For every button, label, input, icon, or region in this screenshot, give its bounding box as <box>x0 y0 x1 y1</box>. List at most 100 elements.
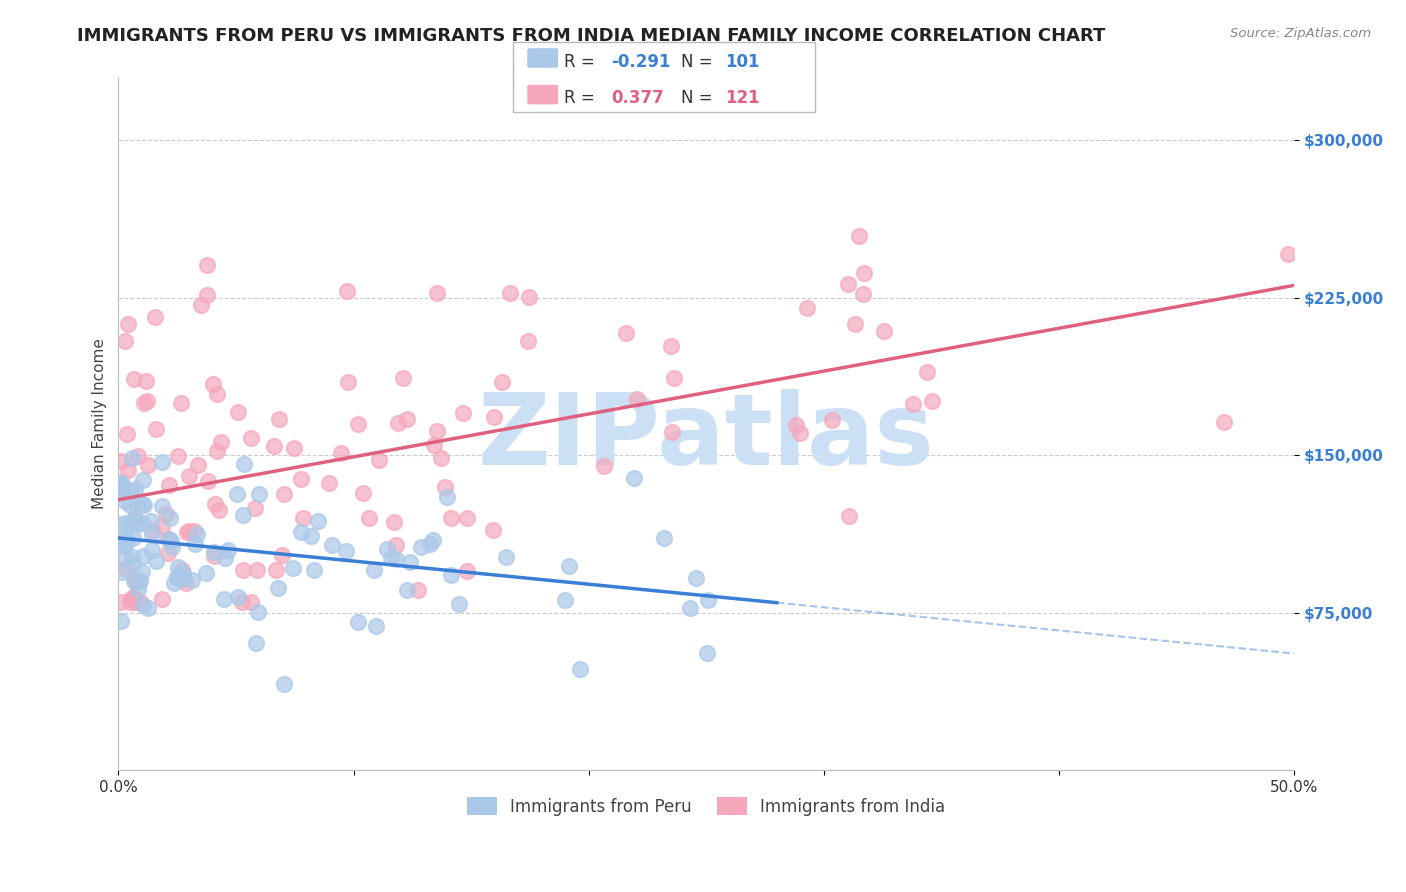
Point <box>568 661 591 675</box>
Point <box>135 374 157 388</box>
Point <box>482 523 505 537</box>
Text: Source: ZipAtlas.com: Source: ZipAtlas.com <box>1230 27 1371 40</box>
Point <box>449 597 471 611</box>
Point <box>205 443 228 458</box>
Text: -0.291: -0.291 <box>612 53 671 70</box>
Point <box>852 286 875 301</box>
Point <box>156 546 179 560</box>
Point <box>120 498 142 512</box>
Point <box>124 372 146 386</box>
Point <box>659 339 682 353</box>
Point <box>112 531 135 545</box>
Point <box>115 516 138 530</box>
Point <box>426 424 449 438</box>
Point <box>127 449 149 463</box>
Point <box>202 545 225 559</box>
Point <box>145 422 167 436</box>
Point <box>273 677 295 691</box>
Point <box>136 600 159 615</box>
Point <box>174 575 197 590</box>
Point <box>180 573 202 587</box>
Point <box>357 511 380 525</box>
Point <box>195 258 218 272</box>
Point <box>623 471 645 485</box>
Point <box>135 393 157 408</box>
Point <box>201 377 224 392</box>
Point <box>517 290 540 304</box>
Point <box>347 615 370 629</box>
Point <box>141 523 163 537</box>
Point <box>422 438 444 452</box>
Point <box>134 395 156 409</box>
Point <box>283 442 305 456</box>
Point <box>169 396 191 410</box>
Point <box>217 543 239 558</box>
Point <box>837 277 859 291</box>
Point <box>838 508 860 523</box>
Point <box>377 542 399 557</box>
Point <box>127 516 149 531</box>
Point <box>409 541 432 555</box>
Point <box>456 565 478 579</box>
Point <box>120 592 142 607</box>
Text: 101: 101 <box>725 53 761 70</box>
Point <box>114 494 136 508</box>
Point <box>212 591 235 606</box>
Point <box>266 563 288 577</box>
Point <box>558 559 581 574</box>
Legend: Immigrants from Peru, Immigrants from India: Immigrants from Peru, Immigrants from In… <box>458 789 953 824</box>
Point <box>122 557 145 571</box>
Point <box>172 572 194 586</box>
Point <box>204 497 226 511</box>
Point <box>166 449 188 463</box>
Point <box>1277 247 1299 261</box>
Point <box>183 524 205 539</box>
Point <box>380 551 402 566</box>
Point <box>321 538 343 552</box>
Point <box>163 576 186 591</box>
Point <box>495 549 517 564</box>
Point <box>451 406 474 420</box>
Point <box>239 595 262 609</box>
Point <box>873 324 896 338</box>
Point <box>117 317 139 331</box>
Point <box>177 468 200 483</box>
Point <box>129 595 152 609</box>
Point <box>132 598 155 612</box>
Point <box>128 574 150 589</box>
Point <box>114 550 136 565</box>
Point <box>190 297 212 311</box>
Point <box>160 540 183 554</box>
Point <box>110 486 132 500</box>
Point <box>110 454 132 468</box>
Point <box>110 516 132 531</box>
Point <box>120 483 142 498</box>
Point <box>346 417 368 432</box>
Point <box>789 425 811 440</box>
Point <box>125 574 148 588</box>
Point <box>385 552 408 566</box>
Point <box>122 531 145 545</box>
Point <box>186 527 208 541</box>
Point <box>122 513 145 527</box>
Point <box>176 524 198 539</box>
Point <box>197 474 219 488</box>
Point <box>214 550 236 565</box>
Point <box>482 409 505 424</box>
Point <box>399 555 422 569</box>
Point <box>118 595 141 609</box>
Point <box>336 285 359 299</box>
Point <box>426 285 449 300</box>
Point <box>456 511 478 525</box>
Point <box>662 371 685 385</box>
Point <box>652 531 675 545</box>
Point <box>173 571 195 585</box>
Point <box>131 497 153 511</box>
Point <box>1213 415 1236 429</box>
Text: 0.377: 0.377 <box>612 89 665 107</box>
Point <box>430 450 453 465</box>
Point <box>167 570 190 584</box>
Point <box>110 478 132 492</box>
Point <box>685 571 707 585</box>
Point <box>141 514 163 528</box>
